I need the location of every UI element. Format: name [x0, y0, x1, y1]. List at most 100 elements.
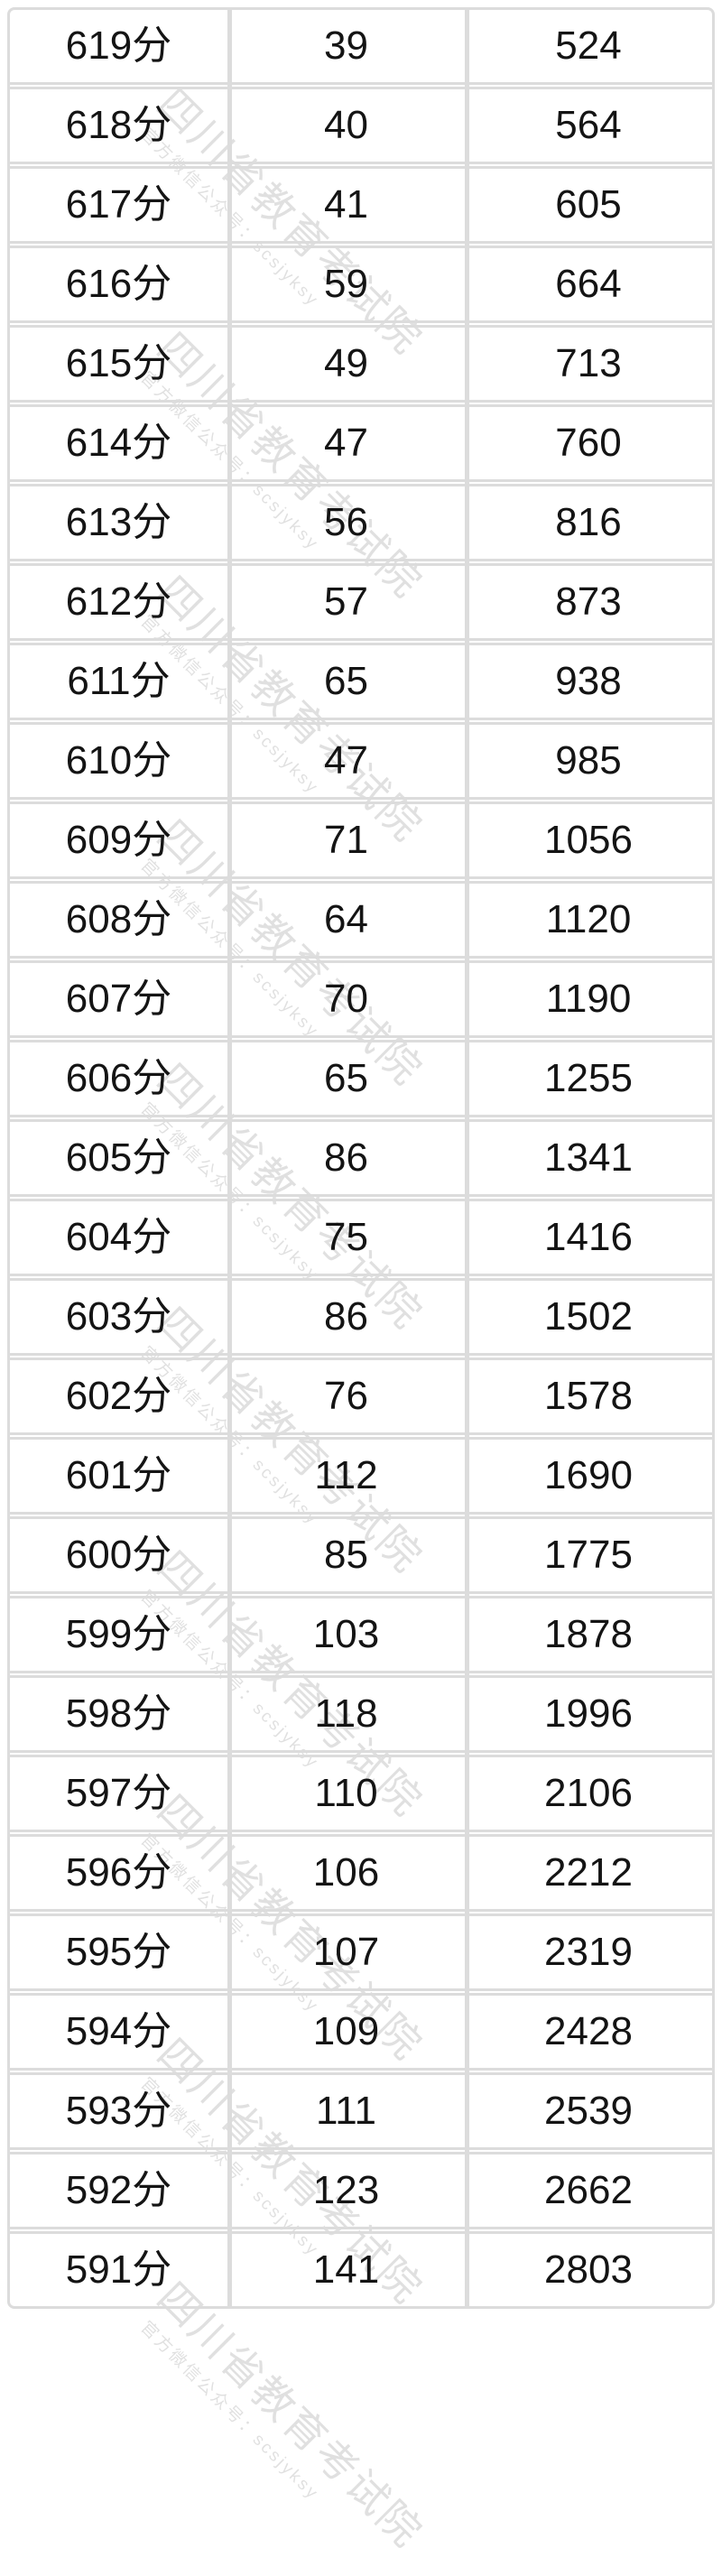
score-cell: 597分 [65, 1771, 172, 1815]
count-cell: 47 [324, 738, 368, 783]
cumulative-cell: 605 [555, 182, 622, 227]
cumulative-cell: 985 [555, 738, 622, 783]
count-cell: 107 [312, 1930, 380, 1974]
cumulative-cell: 1878 [544, 1612, 633, 1656]
cumulative-cell: 1190 [545, 977, 632, 1021]
table-row: 614分 47 760 [10, 404, 712, 482]
count-cell: 40 [324, 103, 368, 147]
table-row: 591分 141 2803 [10, 2231, 712, 2306]
score-cell: 596分 [65, 1850, 172, 1895]
cumulative-cell: 1996 [544, 1691, 633, 1736]
cumulative-cell: 2662 [544, 2168, 633, 2212]
table-row: 600分 85 1775 [10, 1516, 712, 1594]
cumulative-cell: 760 [555, 421, 622, 465]
count-cell: 112 [314, 1453, 378, 1497]
cumulative-cell: 1416 [544, 1215, 633, 1259]
score-cell: 604分 [65, 1215, 172, 1259]
count-cell: 47 [324, 421, 368, 465]
score-cell: 611分 [67, 659, 171, 703]
cumulative-cell: 1502 [544, 1294, 633, 1339]
count-cell: 71 [324, 818, 368, 862]
cumulative-cell: 1120 [545, 897, 632, 941]
score-cell: 595分 [65, 1930, 172, 1974]
score-cell: 598分 [65, 1691, 172, 1736]
score-cell: 605分 [65, 1135, 172, 1180]
score-cell: 617分 [65, 182, 172, 227]
score-cell: 591分 [65, 2247, 172, 2292]
count-cell: 106 [312, 1850, 380, 1895]
cumulative-cell: 713 [555, 341, 622, 385]
watermark-sub-text: 官方微信公众号：scsjyksy [135, 2318, 323, 2505]
table-row: 593分 111 2539 [10, 2072, 712, 2150]
column-divider [227, 10, 232, 2306]
cumulative-cell: 1341 [544, 1135, 633, 1180]
table-row: 604分 75 1416 [10, 1199, 712, 1276]
score-cell: 612分 [65, 579, 172, 624]
score-cell: 602分 [65, 1374, 172, 1418]
table-row: 609分 71 1056 [10, 802, 712, 879]
count-cell: 141 [312, 2247, 380, 2292]
table-row: 606分 65 1255 [10, 1040, 712, 1117]
count-cell: 56 [324, 500, 368, 544]
table-row: 607分 70 1190 [10, 960, 712, 1038]
column-divider [465, 10, 469, 2306]
table-row: 617分 41 605 [10, 166, 712, 244]
score-cell: 601分 [65, 1453, 172, 1497]
cumulative-cell: 1255 [544, 1056, 633, 1100]
count-cell: 109 [312, 2009, 380, 2053]
count-cell: 57 [324, 579, 368, 624]
table-row: 594分 109 2428 [10, 1993, 712, 2071]
cumulative-cell: 1690 [544, 1453, 633, 1497]
score-cell: 606分 [65, 1056, 172, 1100]
cumulative-cell: 2428 [544, 2009, 633, 2053]
score-cell: 618分 [65, 103, 172, 147]
score-cell: 613分 [65, 500, 172, 544]
table-row: 615分 49 713 [10, 325, 712, 403]
table-row: 596分 106 2212 [10, 1834, 712, 1912]
count-cell: 59 [324, 262, 368, 306]
cumulative-cell: 564 [555, 103, 622, 147]
table-row: 602分 76 1578 [10, 1357, 712, 1435]
cumulative-cell: 938 [555, 659, 622, 703]
count-cell: 86 [324, 1135, 368, 1180]
table-row: 599分 103 1878 [10, 1596, 712, 1673]
cumulative-cell: 664 [555, 262, 622, 306]
count-cell: 110 [314, 1771, 378, 1815]
count-cell: 49 [324, 341, 368, 385]
score-cell: 614分 [65, 421, 172, 465]
score-cell: 594分 [65, 2009, 172, 2053]
watermark-main-text: 四川省教育考试院 [148, 2273, 432, 2557]
cumulative-cell: 1056 [544, 818, 633, 862]
watermark: 四川省教育考试院 官方微信公众号：scsjyksy [129, 2273, 432, 2576]
score-cell: 616分 [65, 262, 172, 306]
score-cell: 610分 [65, 738, 172, 783]
table-row: 612分 57 873 [10, 563, 712, 641]
cumulative-cell: 1775 [544, 1533, 633, 1577]
cumulative-cell: 816 [555, 500, 622, 544]
cumulative-cell: 2319 [544, 1930, 633, 1974]
count-cell: 123 [312, 2168, 380, 2212]
count-cell: 39 [324, 23, 368, 68]
cumulative-cell: 873 [555, 579, 622, 624]
score-cell: 609分 [65, 818, 172, 862]
table-row: 597分 110 2106 [10, 1755, 712, 1832]
cumulative-cell: 2539 [544, 2089, 633, 2133]
table-row: 610分 47 985 [10, 722, 712, 800]
count-cell: 65 [324, 1056, 368, 1100]
count-cell: 86 [324, 1294, 368, 1339]
table-row: 595分 107 2319 [10, 1913, 712, 1991]
score-cell: 600分 [65, 1533, 172, 1577]
table-row: 611分 65 938 [10, 643, 712, 720]
table-rows: 619分 39 524 618分 40 564 617分 41 605 616分… [10, 10, 712, 2306]
table-row: 618分 40 564 [10, 87, 712, 164]
score-cell: 603分 [65, 1294, 172, 1339]
count-cell: 118 [314, 1691, 378, 1736]
score-cell: 607分 [65, 977, 172, 1021]
count-cell: 75 [324, 1215, 368, 1259]
table-row: 603分 86 1502 [10, 1278, 712, 1356]
cumulative-cell: 1578 [544, 1374, 633, 1418]
count-cell: 111 [316, 2089, 376, 2133]
table-row: 619分 39 524 [10, 10, 712, 85]
table-row: 605分 86 1341 [10, 1119, 712, 1197]
table-row: 601分 112 1690 [10, 1437, 712, 1515]
